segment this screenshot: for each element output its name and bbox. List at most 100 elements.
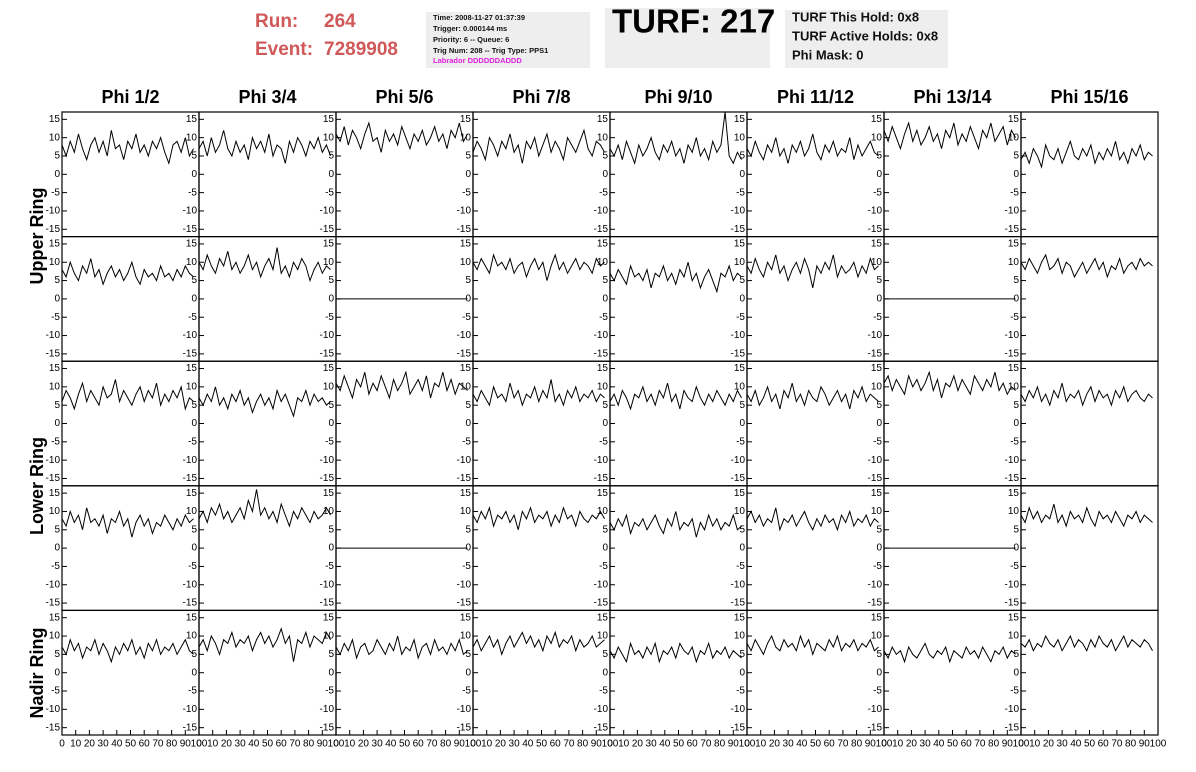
waveform [609,262,742,294]
y-tick-label: -15 [46,224,61,235]
x-tick-label: 90 [591,739,603,750]
y-tick-label: 0 [54,169,60,180]
y-tick-label: 15 [323,363,335,374]
x-tick-label: 30 [920,739,932,750]
y-tick-label: -5 [325,686,334,697]
y-tick-label: 10 [597,257,609,268]
y-tick-label: -5 [51,187,60,198]
panel-frame [1020,111,1159,238]
x-tick-label: 100 [191,739,208,750]
x-tick-label: 60 [824,739,836,750]
y-tick-label: -15 [868,722,883,733]
y-tick-label: 5 [54,524,60,535]
waveform [61,379,194,411]
y-tick-label: -10 [1005,455,1020,466]
turf-box [605,8,770,68]
y-tick-label: -10 [46,579,61,590]
y-tick-label: 0 [465,418,471,429]
y-tick-label: 10 [734,257,746,268]
y-tick-label: -5 [873,187,882,198]
turf-info: TURF This Hold: 0x8 [792,9,919,24]
y-tick-label: -15 [457,473,472,484]
x-tick-label: 0 [607,739,613,750]
waveform [61,258,194,286]
y-tick-label: -15 [731,224,746,235]
x-tick-label: 60 [687,739,699,750]
x-tick-label: 20 [632,739,644,750]
y-tick-label: -10 [457,579,472,590]
x-tick-label: 20 [769,739,781,750]
y-tick-label: 0 [876,418,882,429]
y-tick-label: 5 [191,524,197,535]
y-tick-label: -10 [731,206,746,217]
y-tick-label: -15 [183,722,198,733]
y-tick-label: -10 [320,206,335,217]
ring-label: Lower Ring [27,437,47,535]
y-tick-label: 10 [734,381,746,392]
y-tick-label: -10 [183,330,198,341]
y-tick-label: 0 [1013,169,1019,180]
panel-frame [609,360,748,487]
x-tick-label: 50 [536,739,548,750]
y-tick-label: -15 [457,722,472,733]
x-tick-label: 40 [111,739,123,750]
panel-frame [198,609,337,736]
y-tick-label: 10 [734,631,746,642]
column-header: Phi 7/8 [512,87,570,107]
y-tick-label: 15 [323,239,335,250]
y-tick-label: 10 [186,257,198,268]
x-tick-label: 90 [1139,739,1151,750]
y-tick-label: 5 [465,649,471,660]
y-tick-label: -10 [1005,330,1020,341]
panel-frame [609,609,748,736]
x-tick-label: 10 [1029,739,1041,750]
y-tick-label: -15 [1005,473,1020,484]
x-tick-label: 50 [399,739,411,750]
y-tick-label: 5 [191,400,197,411]
y-tick-label: 15 [871,363,883,374]
y-tick-label: 5 [191,649,197,660]
y-tick-label: -15 [731,598,746,609]
y-tick-label: 5 [191,275,197,286]
y-tick-label: -15 [731,473,746,484]
y-tick-label: 15 [734,363,746,374]
x-tick-label: 10 [618,739,630,750]
y-tick-label: -15 [320,473,335,484]
x-tick-label: 40 [522,739,534,750]
waveform [1020,253,1153,279]
waveform [883,121,1016,151]
y-tick-label: 10 [871,381,883,392]
x-tick-label: 100 [1013,739,1030,750]
x-tick-label: 40 [1070,739,1082,750]
x-tick-label: 20 [84,739,96,750]
y-tick-label: 5 [876,151,882,162]
panel-frame [746,360,885,487]
x-tick-label: 0 [744,739,750,750]
y-tick-label: 0 [602,169,608,180]
y-tick-label: 0 [328,418,334,429]
x-tick-label: 40 [933,739,945,750]
column-header: Phi 9/10 [644,87,712,107]
y-tick-label: 0 [54,418,60,429]
waveform [472,253,605,281]
x-tick-label: 10 [207,739,219,750]
panel-frame [198,111,337,238]
x-tick-label: 70 [426,739,438,750]
y-tick-label: -15 [46,473,61,484]
waveform [198,627,331,662]
y-tick-label: -10 [1005,206,1020,217]
y-tick-label: -5 [599,187,608,198]
y-tick-label: 15 [1008,612,1020,623]
y-tick-label: -5 [188,436,197,447]
y-tick-label: -15 [46,349,61,360]
y-tick-label: 0 [328,667,334,678]
y-tick-label: -10 [731,330,746,341]
y-tick-label: 0 [54,543,60,554]
y-tick-label: -15 [183,473,198,484]
x-tick-label: 50 [673,739,685,750]
y-tick-label: -10 [1005,579,1020,590]
x-tick-label: 100 [465,739,482,750]
y-tick-label: -5 [462,436,471,447]
y-tick-label: -15 [320,224,335,235]
y-tick-label: 5 [739,649,745,660]
